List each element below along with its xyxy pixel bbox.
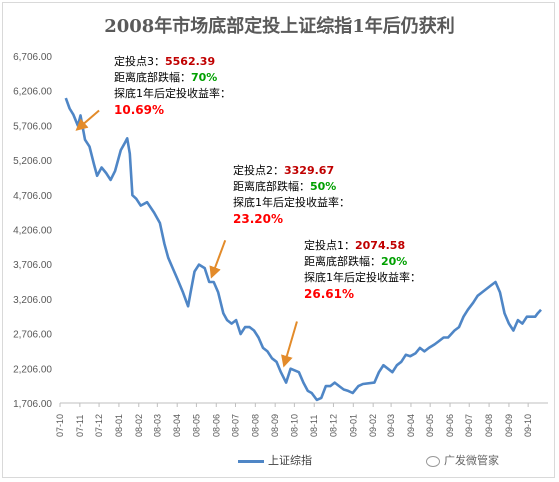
annotation-3-drop-label: 距离底部跌幅： [114, 71, 191, 84]
y-tick-label: 2,706.00 [13, 330, 52, 341]
annotation-2-price: 3329.67 [284, 164, 335, 177]
y-tick-label: 6,206.00 [13, 87, 52, 98]
x-tick-label: 08-11 [309, 415, 319, 437]
annotation-1-label: 定投点1： [304, 239, 355, 252]
annotation-1-drop-label: 距离底部跌幅： [304, 255, 381, 268]
annotation-3-return-label: 探底1年后定投收益率： [114, 87, 231, 100]
y-tick-label: 1,706.00 [13, 399, 52, 410]
y-tick-label: 5,706.00 [13, 121, 52, 132]
annotation-point-3: 定投点3：5562.39 距离底部跌幅：70% 探底1年后定投收益率： 10.6… [114, 54, 231, 118]
annotation-arrow [281, 321, 298, 368]
annotation-1-drop: 20% [381, 255, 408, 268]
x-tick-label: 08-04 [172, 414, 182, 437]
wechat-icon [426, 455, 440, 467]
x-tick-label: 09-06 [445, 414, 455, 437]
legend: 上证综指 [238, 452, 312, 468]
annotation-1-price: 2074.58 [355, 239, 406, 252]
annotation-1-return-label: 探底1年后定投收益率： [304, 271, 421, 284]
x-tick-label: 08-07 [230, 414, 240, 437]
x-tick-label: 09-08 [484, 414, 494, 437]
x-tick-label: 09-09 [504, 414, 514, 437]
annotation-2-return-label: 探底1年后定投收益率： [233, 196, 350, 209]
x-tick-label: 08-08 [250, 414, 260, 437]
x-tick-label: 09-03 [386, 414, 396, 437]
x-tick-label: 09-07 [464, 414, 474, 437]
annotation-arrow [209, 239, 227, 279]
x-tick-label: 08-10 [289, 414, 299, 437]
series-line-shanghai-composite [64, 97, 542, 402]
x-tick-label: 07-12 [94, 414, 104, 437]
y-tick-label: 5,206.00 [13, 156, 52, 167]
x-tick-label: 08-09 [270, 414, 280, 437]
y-tick-label: 3,706.00 [13, 260, 52, 271]
y-tick-label: 4,706.00 [13, 191, 52, 202]
annotation-2-drop: 50% [310, 180, 337, 193]
x-tick-label: 09-04 [406, 414, 416, 437]
x-tick-label: 08-06 [211, 414, 221, 437]
legend-swatch [238, 459, 264, 463]
x-tick-label: 07-11 [75, 415, 85, 437]
annotation-3-drop: 70% [191, 71, 218, 84]
x-tick-label: 07-10 [55, 414, 65, 437]
annotation-2-drop-label: 距离底部跌幅： [233, 180, 310, 193]
x-tick-label: 09-10 [523, 414, 533, 437]
y-tick-label: 6,706.00 [13, 52, 52, 63]
annotation-1-return: 26.61% [304, 287, 354, 301]
x-tick-label: 08-12 [328, 414, 338, 437]
annotation-point-2: 定投点2：3329.67 距离底部跌幅：50% 探底1年后定投收益率： 23.2… [233, 163, 350, 227]
y-tick-label: 2,206.00 [13, 364, 52, 375]
annotation-3-return: 10.69% [114, 103, 164, 117]
x-tick-label: 08-05 [191, 414, 201, 437]
x-tick-label: 09-05 [425, 414, 435, 437]
x-tick-label: 08-03 [152, 414, 162, 437]
legend-label: 上证综指 [268, 454, 312, 467]
annotation-2-label: 定投点2： [233, 164, 284, 177]
x-tick-label: 08-01 [114, 414, 124, 437]
x-tick-label: 09-02 [368, 414, 378, 437]
y-tick-label: 4,206.00 [13, 226, 52, 237]
annotation-arrow [75, 109, 100, 131]
watermark: 广发微管家 [426, 452, 499, 468]
chart-frame [2, 2, 555, 478]
x-tick-label: 08-02 [134, 414, 144, 437]
annotation-3-price: 5562.39 [165, 55, 216, 68]
x-tick-label: 09-01 [348, 414, 358, 437]
watermark-text: 广发微管家 [444, 454, 499, 467]
chart-title: 2008年市场底部定投上证综指1年后仍获利 [104, 16, 455, 37]
annotation-3-label: 定投点3： [114, 55, 165, 68]
annotation-point-1: 定投点1：2074.58 距离底部跌幅：20% 探底1年后定投收益率： 26.6… [304, 238, 421, 302]
annotation-2-return: 23.20% [233, 212, 283, 226]
y-tick-label: 3,206.00 [13, 295, 52, 306]
